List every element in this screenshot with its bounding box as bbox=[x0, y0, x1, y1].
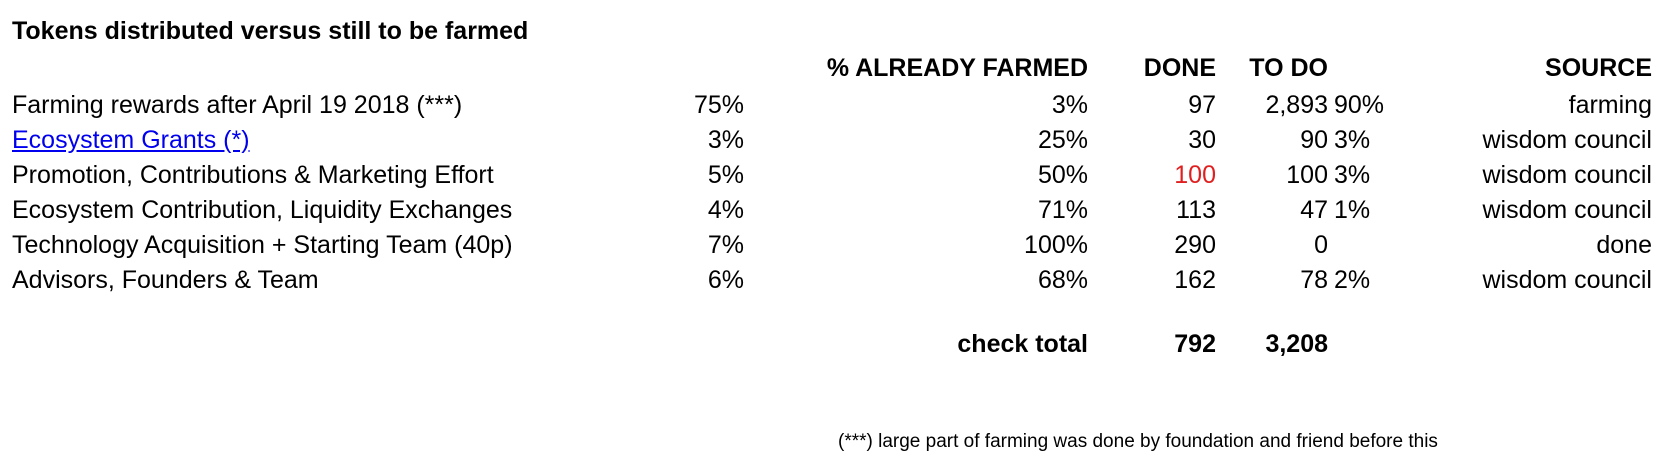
table-row: Ecosystem Grants (*) 3% 25% 30 90 3% wis… bbox=[0, 126, 1664, 160]
row-share: 4% bbox=[707, 196, 744, 224]
row-pct-farmed: 100% bbox=[1024, 231, 1088, 259]
row-name: Ecosystem Contribution, Liquidity Exchan… bbox=[12, 196, 513, 224]
row-source: wisdom council bbox=[1482, 126, 1652, 154]
header-source: SOURCE bbox=[1545, 54, 1652, 82]
header-todo: TO DO bbox=[1249, 54, 1328, 82]
check-total-label: check total bbox=[957, 330, 1088, 358]
row-todo: 90 bbox=[1300, 126, 1328, 154]
row-source: done bbox=[1596, 231, 1652, 259]
footnote: (***) large part of farming was done by … bbox=[838, 431, 1438, 452]
row-share: 7% bbox=[707, 231, 744, 259]
row-done-highlighted: 100 bbox=[1174, 161, 1216, 189]
header-pct-farmed: % ALREADY FARMED bbox=[826, 54, 1088, 82]
table-row: Farming rewards after April 19 2018 (***… bbox=[0, 91, 1664, 125]
row-source: farming bbox=[1568, 91, 1652, 119]
row-done: 113 bbox=[1176, 196, 1216, 224]
check-total-done: 792 bbox=[1174, 330, 1216, 358]
row-todo-pct: 3% bbox=[1334, 161, 1371, 189]
row-name: Advisors, Founders & Team bbox=[12, 266, 319, 294]
row-todo: 100 bbox=[1286, 161, 1328, 189]
row-done: 97 bbox=[1188, 91, 1216, 119]
ecosystem-grants-link[interactable]: Ecosystem Grants (*) bbox=[12, 126, 250, 154]
row-name: Farming rewards after April 19 2018 (***… bbox=[12, 91, 463, 119]
row-pct-farmed: 68% bbox=[1037, 266, 1088, 294]
row-todo: 78 bbox=[1300, 266, 1328, 294]
row-pct-farmed: 71% bbox=[1037, 196, 1088, 224]
row-done: 30 bbox=[1188, 126, 1216, 154]
row-share: 5% bbox=[707, 161, 744, 189]
row-todo: 2,893 bbox=[1265, 91, 1328, 119]
row-pct-farmed: 25% bbox=[1037, 126, 1088, 154]
table-row: Promotion, Contributions & Marketing Eff… bbox=[0, 161, 1664, 195]
row-todo-pct: 3% bbox=[1334, 126, 1371, 154]
row-todo-pct: 1% bbox=[1334, 196, 1371, 224]
row-source: wisdom council bbox=[1482, 196, 1652, 224]
header-done: DONE bbox=[1143, 54, 1216, 82]
check-total-todo: 3,208 bbox=[1265, 330, 1328, 358]
row-name: Technology Acquisition + Starting Team (… bbox=[12, 231, 513, 259]
row-todo-pct: 90% bbox=[1334, 91, 1385, 119]
table-row: Technology Acquisition + Starting Team (… bbox=[0, 231, 1664, 265]
row-todo: 0 bbox=[1314, 231, 1328, 259]
row-share: 3% bbox=[707, 126, 744, 154]
table-row: Advisors, Founders & Team 6% 68% 162 78 … bbox=[0, 266, 1664, 300]
row-share: 6% bbox=[707, 266, 744, 294]
row-done: 162 bbox=[1174, 266, 1216, 294]
row-name: Promotion, Contributions & Marketing Eff… bbox=[12, 161, 494, 189]
row-todo: 47 bbox=[1300, 196, 1328, 224]
sheet-title: Tokens distributed versus still to be fa… bbox=[12, 17, 529, 45]
row-todo-pct: 2% bbox=[1334, 266, 1371, 294]
row-pct-farmed: 50% bbox=[1037, 161, 1088, 189]
row-pct-farmed: 3% bbox=[1051, 91, 1088, 119]
row-share: 75% bbox=[693, 91, 744, 119]
table-row: Ecosystem Contribution, Liquidity Exchan… bbox=[0, 196, 1664, 230]
row-source: wisdom council bbox=[1482, 161, 1652, 189]
row-source: wisdom council bbox=[1482, 266, 1652, 294]
row-done: 290 bbox=[1174, 231, 1216, 259]
